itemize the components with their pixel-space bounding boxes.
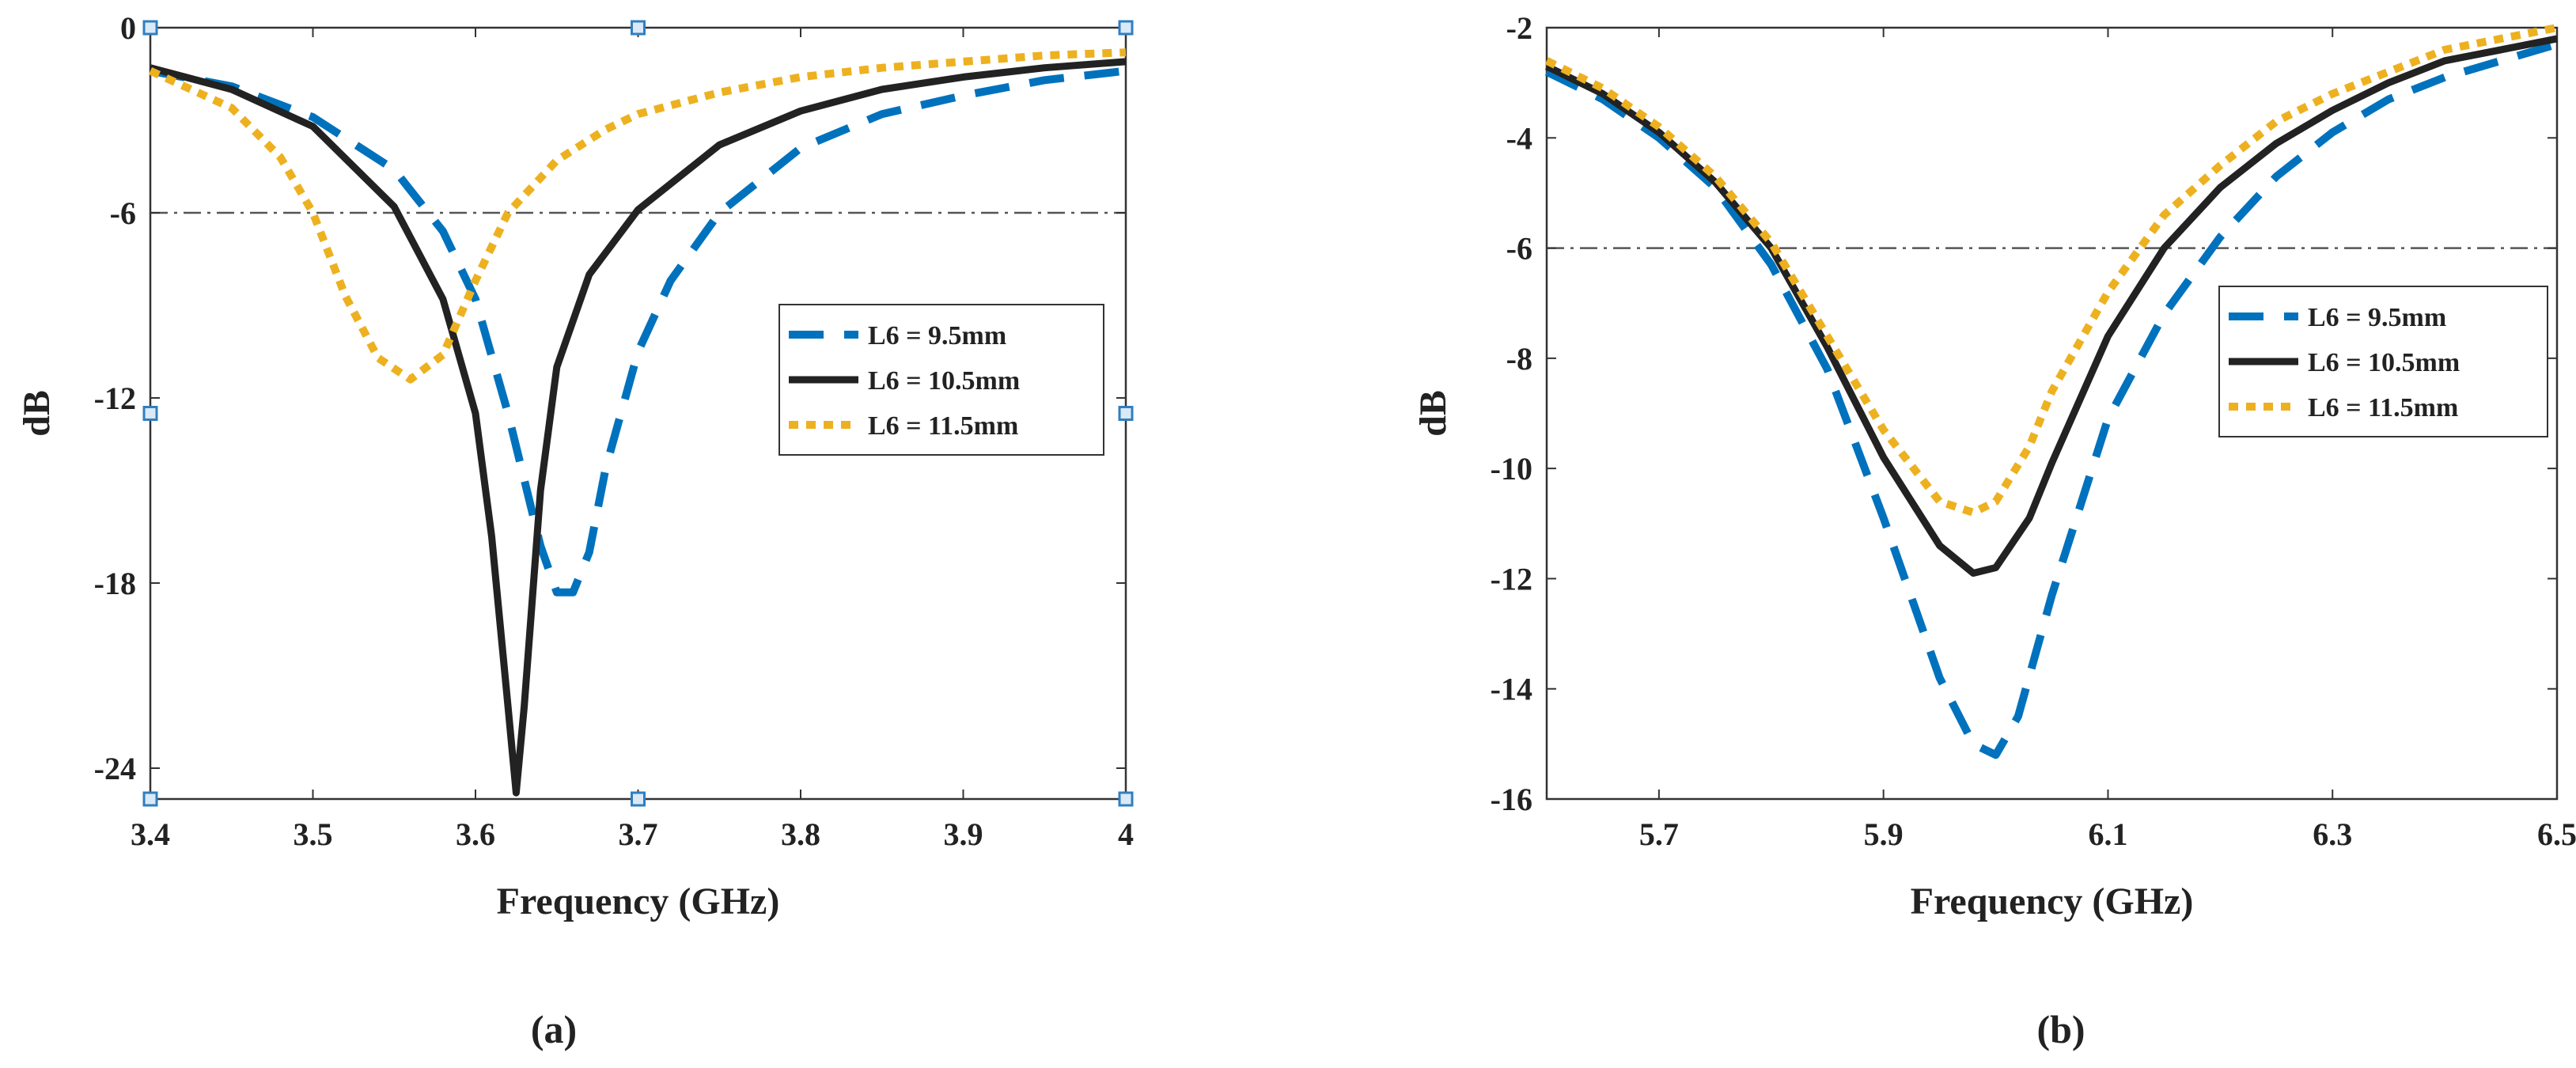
x-tick-label: 3.7 xyxy=(619,816,658,852)
x-tick-label: 5.7 xyxy=(1639,816,1679,852)
selection-handle[interactable] xyxy=(142,791,158,807)
x-tick-label: 3.6 xyxy=(456,816,495,852)
y-axis-label: dB xyxy=(1412,390,1454,437)
legend-label: L6 = 10.5mm xyxy=(2308,348,2460,377)
x-tick-label: 5.9 xyxy=(1864,816,1904,852)
legend-label: L6 = 11.5mm xyxy=(2308,393,2458,422)
panel-a: 3.4 3.5 3.6 3.7 3.8 3.9 4 0 -6 -12 -18 -24 L6 = 9.5m… xyxy=(16,10,1134,1051)
y-tick-label: -18 xyxy=(94,566,136,601)
selection-handle[interactable] xyxy=(631,791,646,807)
series-line-3 xyxy=(1544,24,2558,517)
series-line-1 xyxy=(1544,40,2559,759)
y-tick-label: -6 xyxy=(1506,231,1532,267)
selection-handle[interactable] xyxy=(1118,791,1134,807)
y-tick-label: -6 xyxy=(110,195,136,231)
panel-caption: (b) xyxy=(2036,1007,2085,1051)
series-line-1 xyxy=(150,66,1127,596)
x-tick-label: 6.1 xyxy=(2088,816,2127,852)
y-tick-label: -14 xyxy=(1491,672,1532,707)
x-axis-label: Frequency (GHz) xyxy=(1911,881,2194,922)
legend-label: L6 = 11.5mm xyxy=(868,411,1018,441)
x-tick-label: 3.8 xyxy=(781,816,820,852)
panel-caption: (a) xyxy=(531,1007,577,1051)
y-tick-label: -8 xyxy=(1506,341,1532,377)
x-tick-label: 6.3 xyxy=(2313,816,2352,852)
y-tick-label: -24 xyxy=(94,751,136,786)
x-tick-label: 6.5 xyxy=(2537,816,2576,852)
y-axis-label: dB xyxy=(16,390,58,437)
legend-label: L6 = 9.5mm xyxy=(868,321,1006,350)
y-tick-label: -4 xyxy=(1506,120,1532,156)
x-tick-label: 3.9 xyxy=(944,816,983,852)
legend-label: L6 = 9.5mm xyxy=(2308,303,2446,332)
x-tick-label: 3.4 xyxy=(131,816,170,852)
selection-handle[interactable] xyxy=(1118,406,1134,421)
selection-handle[interactable] xyxy=(142,406,158,421)
series-line-3 xyxy=(148,48,1127,384)
y-tick-label: 0 xyxy=(120,10,136,46)
selection-handle[interactable] xyxy=(631,20,646,36)
x-tick-label: 3.5 xyxy=(294,816,333,852)
y-tick-label: -12 xyxy=(1491,561,1532,596)
x-tick-label: 4 xyxy=(1118,816,1134,852)
y-tick-label: -10 xyxy=(1491,451,1532,487)
y-tick-label: -12 xyxy=(94,381,136,416)
selection-handle[interactable] xyxy=(1118,20,1134,36)
panel-b: 5.7 5.9 6.1 6.3 6.5 -2 -4 -6 -8 -10 -12 -14 -16 L6 = … xyxy=(1412,10,2576,1051)
series-line-2 xyxy=(149,58,1127,797)
selection-handle[interactable] xyxy=(142,20,158,36)
y-tick-label: -16 xyxy=(1491,782,1532,817)
x-axis-label: Frequency (GHz) xyxy=(497,881,780,922)
series-line-2 xyxy=(1545,35,2558,577)
y-tick-label: -2 xyxy=(1506,10,1532,46)
legend-label: L6 = 10.5mm xyxy=(868,366,1020,396)
